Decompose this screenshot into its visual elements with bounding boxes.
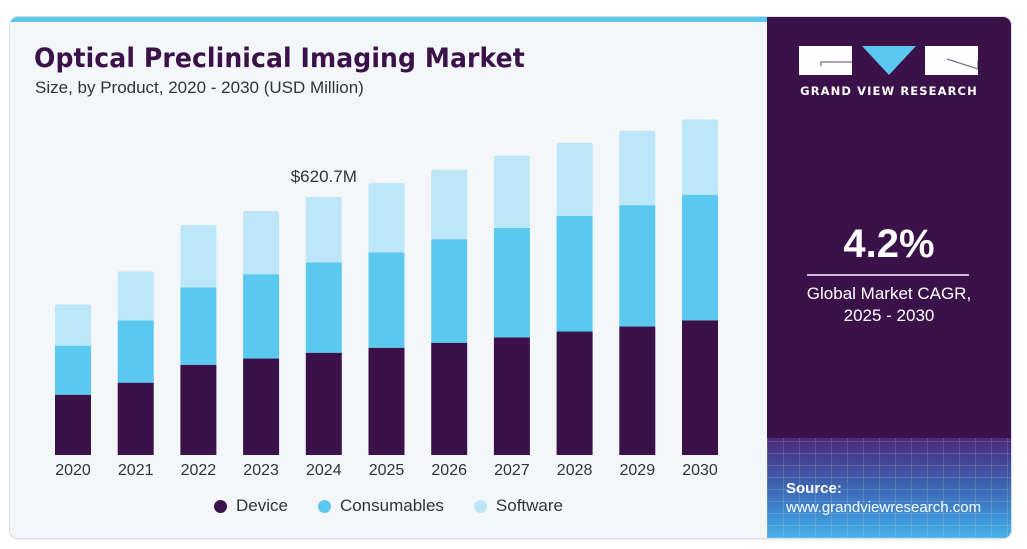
bar-consumables-2029 [619, 205, 656, 327]
infographic-card: Optical Preclinical Imaging Market Size,… [10, 17, 1011, 538]
logo-v-triangle [862, 46, 916, 75]
bar-device-2022 [180, 364, 217, 455]
x-tick-label: 2030 [682, 462, 718, 479]
chart-subtitle: Size, by Product, 2020 - 2030 (USD Milli… [35, 78, 364, 97]
x-tick-label: 2029 [620, 462, 656, 479]
bar-software-2022 [180, 225, 217, 288]
bar-device-2029 [619, 326, 656, 455]
bar-software-2025 [368, 183, 405, 253]
annotations: $620.7M [291, 167, 357, 186]
bar-stack-2025 [368, 183, 405, 455]
cagr-value: 4.2% [843, 222, 935, 266]
x-tick-label: 2020 [55, 462, 91, 479]
x-tick-label: 2022 [181, 462, 217, 479]
bar-stack-2022 [180, 225, 217, 455]
bar-software-2020 [55, 304, 91, 346]
stacked-bar-chart: 2020 2021 2022 2023 2024 2025 2026 2027 2028 2029… [55, 119, 718, 479]
cagr-divider [807, 274, 969, 276]
gvr-logo [799, 46, 979, 76]
bar-software-2021 [117, 271, 154, 321]
accent-stripe [10, 17, 767, 22]
brand-name: GRAND VIEW RESEARCH [800, 84, 978, 98]
panel-footer: Source: www.grandviewresearch.com [767, 438, 1011, 538]
cagr-label: Global Market CAGR, 2025 - 2030 [767, 283, 1011, 327]
cagr-label-line1: Global Market CAGR, [806, 284, 972, 303]
x-tick-label: 2023 [243, 462, 279, 479]
x-tick-label: 2027 [494, 462, 530, 479]
bar-consumables-2030 [682, 194, 718, 321]
x-tick-label: 2028 [557, 462, 593, 479]
x-axis-ticks: 2020 2021 2022 2023 2024 2025 2026 2027 2028 2029… [55, 462, 718, 479]
source-label: Source: [786, 480, 842, 497]
legend-item-consumables: Consumables [317, 496, 444, 516]
bar-consumables-2026 [431, 239, 468, 343]
value-annotation: $620.7M [291, 167, 357, 186]
legend-label: Device [235, 496, 288, 515]
mesh-background [767, 438, 1011, 538]
legend-item-device: Device [213, 496, 288, 516]
bar-consumables-2023 [243, 274, 280, 359]
legend-label: Consumables [339, 496, 444, 515]
bar-device-2021 [117, 382, 154, 455]
legend-dot-icon [317, 499, 331, 513]
bar-software-2026 [431, 169, 468, 240]
bar-software-2029 [619, 130, 656, 206]
bars-group [55, 119, 718, 455]
legend-dot-icon [213, 499, 227, 513]
bar-consumables-2020 [55, 345, 91, 395]
bar-consumables-2025 [368, 252, 405, 348]
bar-consumables-2024 [305, 262, 342, 353]
logo-r-block [925, 46, 978, 75]
legend-item-software: Software [473, 496, 563, 516]
x-tick-label: 2024 [306, 462, 342, 479]
bar-software-2023 [243, 210, 280, 275]
bar-software-2030 [682, 119, 718, 195]
bar-device-2023 [243, 358, 280, 455]
source-link[interactable]: www.grandviewresearch.com [786, 499, 982, 516]
legend: Device Consumables Software [10, 496, 767, 516]
side-panel: GRAND VIEW RESEARCH 4.2% Global Market C… [767, 17, 1011, 538]
bar-consumables-2028 [556, 215, 593, 332]
bar-consumables-2027 [493, 227, 530, 338]
bar-software-2028 [556, 142, 593, 216]
bar-device-2020 [55, 394, 91, 455]
bar-consumables-2022 [180, 287, 217, 365]
bar-stack-2020 [55, 304, 91, 455]
x-tick-label: 2025 [369, 462, 405, 479]
bar-device-2027 [493, 337, 530, 455]
cagr-label-line2: 2025 - 2030 [843, 306, 935, 325]
bar-device-2026 [431, 342, 468, 455]
bar-stack-2023 [243, 210, 280, 455]
bar-stack-2028 [556, 142, 593, 455]
x-tick-label: 2021 [118, 462, 154, 479]
bar-consumables-2021 [117, 320, 154, 383]
bar-software-2024 [305, 196, 342, 263]
bar-device-2025 [368, 347, 405, 455]
legend-dot-icon [473, 499, 487, 513]
source-block: Source: www.grandviewresearch.com [786, 479, 981, 517]
bar-device-2030 [682, 320, 718, 455]
chart-title: Optical Preclinical Imaging Market [34, 43, 525, 74]
logo-g-block [799, 46, 852, 75]
bar-stack-2021 [117, 271, 154, 455]
bar-stack-2026 [431, 169, 468, 455]
legend-label: Software [495, 496, 563, 515]
bar-stack-2027 [493, 155, 530, 455]
bar-stack-2030 [682, 119, 718, 455]
bar-stack-2029 [619, 130, 656, 455]
bar-software-2027 [493, 155, 530, 228]
x-tick-label: 2026 [431, 462, 467, 479]
bar-device-2028 [556, 331, 593, 455]
bar-stack-2024 [305, 196, 342, 455]
bar-device-2024 [305, 352, 342, 455]
